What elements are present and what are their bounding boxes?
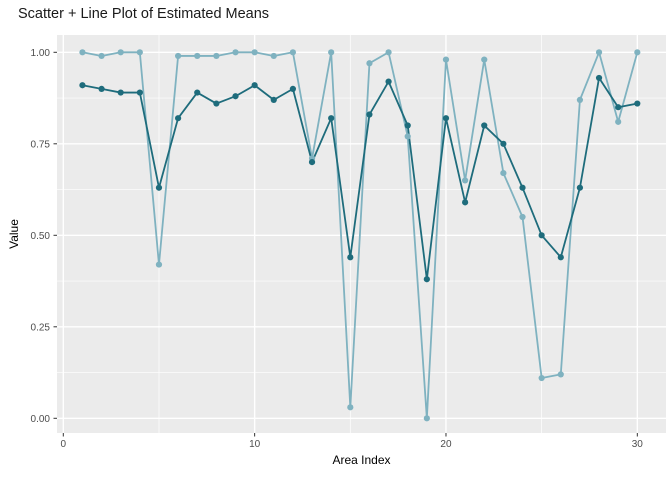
data-point-dark_teal_series [308, 159, 316, 166]
x-tick-label: 20 [440, 439, 452, 450]
data-point-light_teal_series [98, 52, 105, 60]
data-point-light_teal_series [136, 49, 143, 56]
data-point-dark_teal_series [442, 115, 450, 122]
data-point-dark_teal_series [79, 82, 86, 89]
data-point-light_teal_series [423, 415, 430, 422]
data-point-dark_teal_series [538, 232, 545, 239]
data-point-dark_teal_series [462, 199, 469, 206]
data-point-light_teal_series [79, 49, 86, 56]
y-axis-title-box: Value [4, 35, 24, 433]
data-point-light_teal_series [232, 49, 239, 56]
y-tick-label: 0.50 [31, 231, 51, 242]
data-point-dark_teal_series [519, 184, 526, 191]
series-line-dark_teal_series [81, 77, 639, 281]
data-point-light_teal_series [251, 49, 258, 56]
data-point-dark_teal_series [366, 111, 373, 118]
y-tick-label: 0.75 [31, 139, 51, 150]
data-point-light_teal_series [385, 49, 392, 56]
data-point-light_teal_series [213, 52, 220, 60]
data-point-dark_teal_series [270, 96, 277, 103]
data-point-dark_teal_series [595, 74, 603, 82]
data-point-light_teal_series [194, 52, 201, 60]
data-point-light_teal_series [615, 118, 622, 125]
data-point-dark_teal_series [251, 82, 258, 89]
plot-panel [57, 35, 666, 433]
data-point-dark_teal_series [615, 104, 622, 111]
y-tick-label: 0.00 [31, 414, 51, 425]
data-point-light_teal_series [175, 52, 182, 60]
data-point-light_teal_series [519, 213, 526, 221]
data-point-light_teal_series [366, 60, 373, 67]
y-tick-label: 0.25 [31, 322, 51, 333]
data-point-dark_teal_series [385, 78, 392, 85]
data-point-dark_teal_series [404, 122, 411, 129]
x-tick-label: 0 [61, 439, 67, 450]
data-point-light_teal_series [347, 404, 354, 411]
data-point-dark_teal_series [289, 85, 297, 92]
data-point-light_teal_series [289, 49, 297, 56]
data-point-light_teal_series [481, 56, 488, 63]
data-point-light_teal_series [500, 169, 507, 177]
data-point-dark_teal_series [213, 100, 220, 107]
data-point-dark_teal_series [481, 122, 488, 129]
data-point-light_teal_series [595, 49, 603, 56]
data-point-light_teal_series [155, 261, 163, 268]
data-point-dark_teal_series [500, 140, 507, 147]
data-point-dark_teal_series [576, 184, 584, 191]
data-point-light_teal_series [538, 374, 545, 382]
data-point-dark_teal_series [194, 89, 201, 96]
data-point-dark_teal_series [117, 89, 124, 96]
x-axis-title: Area Index [332, 453, 391, 467]
data-point-dark_teal_series [347, 254, 354, 261]
data-point-dark_teal_series [557, 254, 564, 261]
x-tick-label: 30 [632, 439, 644, 450]
data-point-dark_teal_series [155, 184, 163, 191]
data-point-dark_teal_series [232, 93, 239, 100]
data-point-dark_teal_series [423, 276, 430, 283]
data-point-dark_teal_series [175, 115, 182, 122]
data-point-dark_teal_series [634, 100, 641, 107]
data-point-light_teal_series [442, 56, 450, 63]
data-point-light_teal_series [634, 49, 641, 56]
y-tick-label: 1.00 [31, 48, 51, 59]
data-point-dark_teal_series [328, 115, 335, 122]
data-point-light_teal_series [557, 371, 564, 378]
data-point-light_teal_series [576, 96, 584, 103]
x-tick-label: 10 [249, 439, 261, 450]
series-line-light_teal_series [81, 51, 639, 420]
data-point-light_teal_series [117, 49, 124, 56]
data-point-light_teal_series [404, 133, 411, 140]
data-point-dark_teal_series [98, 85, 105, 92]
chart-title: Scatter + Line Plot of Estimated Means [18, 6, 270, 22]
data-point-light_teal_series [328, 49, 335, 56]
y-axis-title: Value [7, 219, 21, 249]
data-point-light_teal_series [462, 177, 469, 184]
data-point-dark_teal_series [136, 89, 143, 96]
data-point-light_teal_series [270, 52, 277, 60]
